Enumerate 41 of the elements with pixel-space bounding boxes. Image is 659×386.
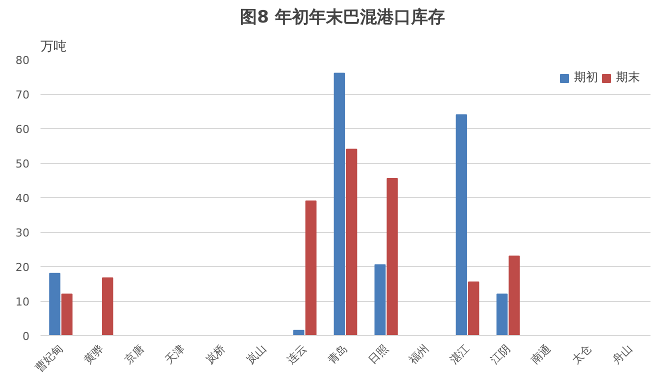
bar [102,277,114,336]
bar [386,178,398,336]
x-tick-label: 湛江 [447,342,472,367]
x-tick-label: 连云 [284,342,310,367]
x-tick-label: 福州 [406,342,432,367]
bar [374,264,386,336]
bar [49,272,60,336]
y-axis-title: 万吨 [40,40,66,54]
x-tick-label: 黄骅 [81,342,106,367]
x-tick-label: 太仓 [569,342,594,367]
bar [334,72,345,336]
x-tick-label: 天津 [162,342,188,367]
legend-label: 期初 [574,69,598,86]
x-tick-label: 青岛 [325,342,350,367]
x-tick-label: 曹妃甸 [32,342,66,374]
x-tick-label: 岚桥 [203,342,228,367]
x-tick-label: 岚山 [244,342,269,367]
x-tick-label: 京唐 [122,342,147,367]
x-tick-label: 日照 [366,342,391,367]
y-tick-label: 10 [16,296,30,308]
chart-title: 图8 年初年末巴混港口库存 [240,8,445,28]
x-tick-label: 舟山 [610,342,635,367]
bar [496,294,508,336]
legend-label: 期末 [616,69,640,86]
y-tick-label: 80 [16,54,30,67]
bar [305,200,317,336]
bar [293,330,304,336]
y-tick-label: 60 [16,123,30,136]
y-tick-label: 70 [16,88,30,102]
y-tick-label: 20 [16,261,30,274]
bar [61,294,73,336]
bar [468,282,480,336]
x-tick-label: 南通 [528,342,554,367]
y-tick-label: 50 [16,158,30,170]
bar [508,256,520,336]
y-tick-label: 40 [16,192,30,205]
bar [346,148,358,336]
x-tick-label: 江阴 [488,342,513,367]
y-tick-label: 30 [16,226,30,240]
y-tick-label: 0 [22,330,30,343]
bar [456,114,467,336]
